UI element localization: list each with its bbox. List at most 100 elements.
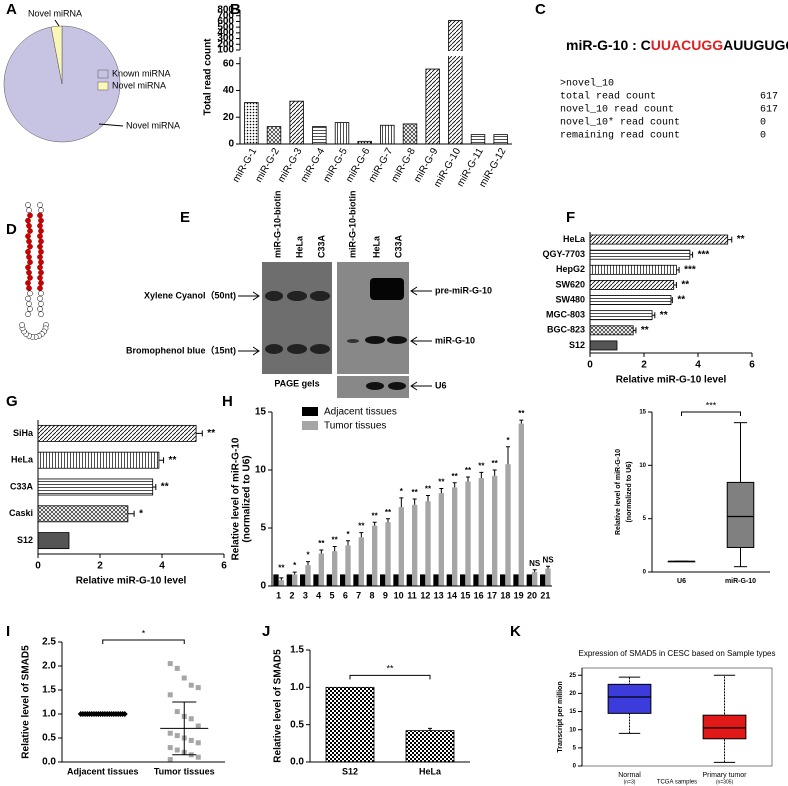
error-bar bbox=[466, 476, 470, 482]
band-label: pre-miR-G-10 bbox=[435, 285, 492, 295]
x-tick-sublabel: (n=3) bbox=[624, 779, 636, 785]
rna-structure bbox=[19, 202, 49, 340]
nucleotide bbox=[27, 228, 33, 234]
bar bbox=[312, 126, 327, 145]
significance-bracket bbox=[102, 639, 185, 644]
bar bbox=[385, 522, 391, 586]
nucleotide bbox=[26, 207, 32, 214]
point bbox=[195, 754, 201, 760]
bar bbox=[589, 325, 634, 336]
read-count: 617 bbox=[760, 92, 778, 103]
significance-label: ** bbox=[278, 564, 285, 573]
band bbox=[347, 339, 359, 343]
bar bbox=[446, 574, 452, 586]
nucleotide bbox=[26, 300, 32, 307]
bar bbox=[358, 537, 364, 586]
x-tick-label: 2 bbox=[641, 360, 647, 371]
box bbox=[607, 683, 652, 714]
band bbox=[388, 382, 406, 390]
bar bbox=[313, 574, 319, 586]
marker-label: Bromophenol blue（15nt) bbox=[126, 345, 236, 355]
lane-label: C33A bbox=[316, 234, 326, 258]
significance-label: * bbox=[293, 561, 297, 570]
error-bar bbox=[319, 549, 324, 554]
nucleotide bbox=[25, 311, 31, 318]
bar bbox=[589, 249, 691, 260]
bar bbox=[478, 478, 484, 586]
gel bbox=[337, 314, 409, 374]
error-bar bbox=[633, 327, 637, 334]
nucleotide bbox=[26, 285, 32, 292]
nucleotide bbox=[27, 306, 33, 312]
nucleotide bbox=[19, 322, 25, 328]
error-bar bbox=[506, 446, 510, 465]
significance-label: ** bbox=[207, 428, 215, 439]
nucleotide bbox=[38, 290, 44, 297]
nucleotide bbox=[38, 259, 44, 266]
read-label: total read count bbox=[560, 91, 656, 103]
bar bbox=[366, 574, 372, 586]
error-bar bbox=[452, 482, 457, 488]
error-bar bbox=[412, 498, 417, 505]
nucleotide bbox=[25, 248, 31, 255]
y-tick-label: 0 bbox=[260, 581, 266, 592]
error-bar bbox=[652, 312, 656, 319]
band bbox=[366, 382, 384, 390]
bar bbox=[452, 487, 458, 586]
error-bar bbox=[158, 457, 165, 464]
bar bbox=[37, 424, 197, 442]
x-tick-label: S12 bbox=[342, 766, 358, 776]
error-bar bbox=[689, 251, 694, 258]
y-tick-label: SiHa bbox=[13, 428, 34, 438]
error-bar bbox=[671, 297, 673, 304]
nucleotide bbox=[26, 269, 32, 276]
y-axis-label: Relative level of SMAD5 bbox=[273, 649, 284, 763]
y-tick-label: 10 bbox=[639, 463, 646, 469]
point bbox=[174, 665, 180, 671]
box bbox=[726, 481, 755, 548]
significance-label: ** bbox=[492, 459, 499, 468]
x-tick-label: Primary tumor bbox=[703, 772, 748, 779]
legend-swatch bbox=[97, 69, 109, 79]
y-tick-label: QGY-7703 bbox=[542, 249, 585, 259]
band bbox=[310, 344, 330, 354]
y-tick-label: 10 bbox=[569, 727, 576, 733]
y-tick-label: SW480 bbox=[555, 294, 585, 304]
significance-label: * bbox=[506, 436, 510, 445]
legend-label: Adjacent tissues bbox=[324, 407, 397, 418]
bar bbox=[493, 134, 508, 145]
bar bbox=[505, 464, 511, 586]
nucleotide bbox=[37, 254, 43, 260]
point bbox=[195, 723, 201, 729]
y-tick-label: 0.0 bbox=[42, 757, 56, 768]
y-tick-label: 1.0 bbox=[42, 709, 56, 720]
nucleotide bbox=[25, 280, 31, 286]
y-tick-label: 5 bbox=[260, 523, 266, 534]
x-tick-label: 6 bbox=[221, 561, 227, 572]
y-tick-label: 700 bbox=[217, 10, 234, 21]
bar bbox=[589, 264, 677, 275]
y-tick-label: 25 bbox=[569, 673, 576, 679]
nucleotide bbox=[26, 238, 32, 245]
pie-slice bbox=[50, 25, 63, 85]
bar bbox=[540, 574, 546, 586]
band bbox=[310, 291, 330, 301]
y-tick-label: 15 bbox=[639, 410, 646, 416]
x-tick-label: HeLa bbox=[419, 766, 442, 776]
bar bbox=[545, 568, 551, 586]
sequence: miR-G-10 : CUUACUGGAUUGUGGGGU bbox=[566, 37, 788, 53]
point bbox=[174, 733, 180, 739]
error-bar bbox=[426, 495, 430, 502]
x-tick-label: 9 bbox=[383, 590, 388, 600]
error-bar bbox=[546, 565, 550, 569]
y-tick-label: 40 bbox=[223, 85, 235, 96]
y-tick-label: 0 bbox=[643, 570, 647, 576]
nucleotide bbox=[38, 311, 44, 318]
bar bbox=[278, 580, 284, 586]
x-tick-label: U6 bbox=[677, 578, 686, 585]
x-tick-label: 20 bbox=[527, 590, 537, 600]
nucleotide bbox=[37, 295, 43, 302]
significance-label: ** bbox=[412, 488, 419, 497]
error-bar bbox=[279, 577, 284, 581]
nucleotide bbox=[26, 222, 32, 229]
